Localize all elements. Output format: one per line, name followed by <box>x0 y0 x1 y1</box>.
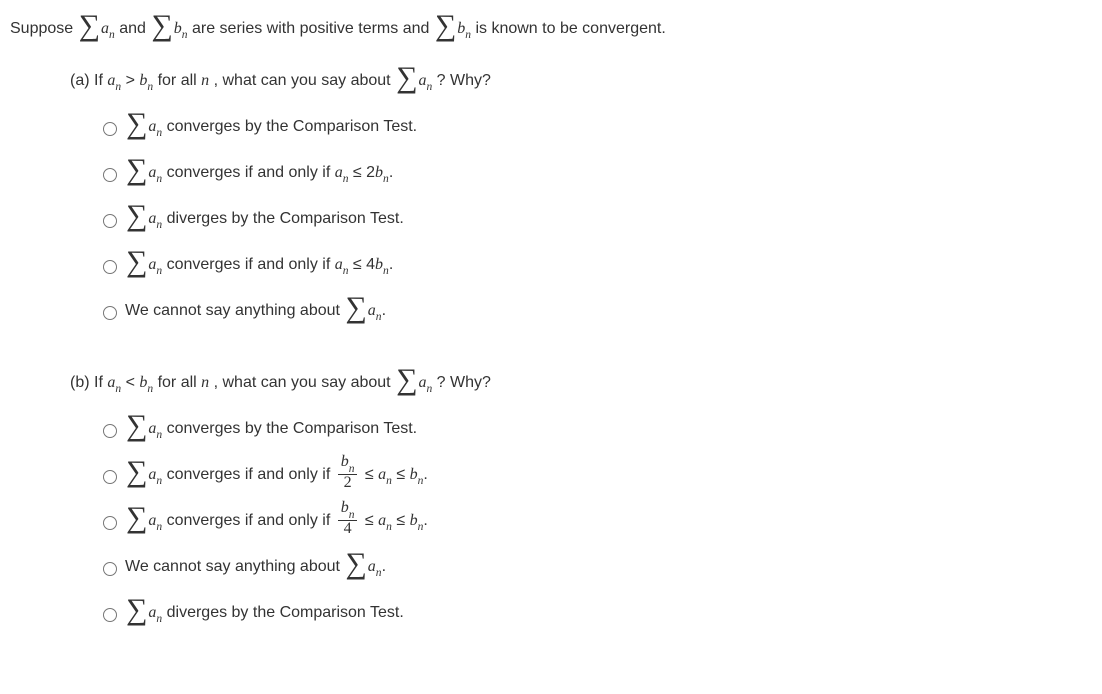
option-b3: ∑an converges if and only if bn 4 ≤ an ≤… <box>98 500 1092 542</box>
radio-a2[interactable] <box>103 168 117 182</box>
sigma-icon: ∑ <box>126 149 147 191</box>
sigma-icon: ∑ <box>126 241 147 283</box>
option-a1: ∑an converges by the Comparison Test. <box>98 106 1092 148</box>
radio-b3[interactable] <box>103 516 117 530</box>
sigma-icon: ∑ <box>126 589 147 631</box>
intro-text: are series with positive terms and <box>192 20 434 37</box>
radio-a1[interactable] <box>103 122 117 136</box>
radio-a3[interactable] <box>103 214 117 228</box>
option-a3: ∑an diverges by the Comparison Test. <box>98 198 1092 240</box>
option-a5: We cannot say anything about ∑an. <box>98 290 1092 332</box>
option-b1: ∑an converges by the Comparison Test. <box>98 408 1092 450</box>
sigma-icon: ∑ <box>126 451 147 493</box>
radio-b4[interactable] <box>103 562 117 576</box>
sigma-icon: ∑ <box>396 359 417 401</box>
option-text: ∑an converges if and only if bn 4 ≤ an ≤… <box>125 500 428 542</box>
part-b: (b) If an < bn for all n , what can you … <box>70 362 1092 634</box>
option-text: ∑an converges by the Comparison Test. <box>125 408 417 450</box>
radio-a4[interactable] <box>103 260 117 274</box>
problem-intro: Suppose ∑an and ∑bn are series with posi… <box>10 8 1092 50</box>
radio-b5[interactable] <box>103 608 117 622</box>
option-text: ∑an converges if and only if an ≤ 4bn. <box>125 244 393 286</box>
option-b4: We cannot say anything about ∑an. <box>98 546 1092 588</box>
radio-b2[interactable] <box>103 470 117 484</box>
sigma-icon: ∑ <box>126 497 147 539</box>
part-a: (a) If an > bn for all n , what can you … <box>70 60 1092 332</box>
question-a: (a) If an > bn for all n , what can you … <box>70 60 1092 102</box>
intro-text: Suppose <box>10 20 78 37</box>
option-a4: ∑an converges if and only if an ≤ 4bn. <box>98 244 1092 286</box>
sigma-icon: ∑ <box>79 5 100 47</box>
option-text: ∑an diverges by the Comparison Test. <box>125 592 404 634</box>
option-text: We cannot say anything about ∑an. <box>125 546 386 588</box>
option-b5: ∑an diverges by the Comparison Test. <box>98 592 1092 634</box>
option-text: ∑an converges if and only if bn 2 ≤ an ≤… <box>125 454 428 496</box>
radio-b1[interactable] <box>103 424 117 438</box>
sigma-icon: ∑ <box>345 543 366 585</box>
fraction: bn 2 <box>338 454 358 491</box>
sigma-icon: ∑ <box>126 195 147 237</box>
intro-text: and <box>119 20 150 37</box>
option-text: ∑an converges if and only if an ≤ 2bn. <box>125 152 393 194</box>
sigma-icon: ∑ <box>151 5 172 47</box>
radio-a5[interactable] <box>103 306 117 320</box>
sigma-icon: ∑ <box>345 287 366 329</box>
intro-text: is known to be convergent. <box>475 20 665 37</box>
option-a2: ∑an converges if and only if an ≤ 2bn. <box>98 152 1092 194</box>
option-text: ∑an converges by the Comparison Test. <box>125 106 417 148</box>
option-b2: ∑an converges if and only if bn 2 ≤ an ≤… <box>98 454 1092 496</box>
question-b: (b) If an < bn for all n , what can you … <box>70 362 1092 404</box>
option-text: We cannot say anything about ∑an. <box>125 290 386 332</box>
sigma-icon: ∑ <box>126 103 147 145</box>
sigma-icon: ∑ <box>396 57 417 99</box>
option-text: ∑an diverges by the Comparison Test. <box>125 198 404 240</box>
sigma-icon: ∑ <box>126 405 147 447</box>
sigma-icon: ∑ <box>435 5 456 47</box>
fraction: bn 4 <box>338 500 358 537</box>
